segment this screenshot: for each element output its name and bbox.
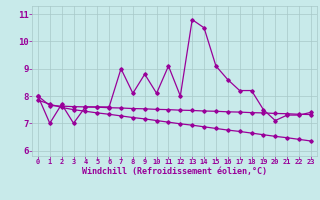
X-axis label: Windchill (Refroidissement éolien,°C): Windchill (Refroidissement éolien,°C) [82,167,267,176]
